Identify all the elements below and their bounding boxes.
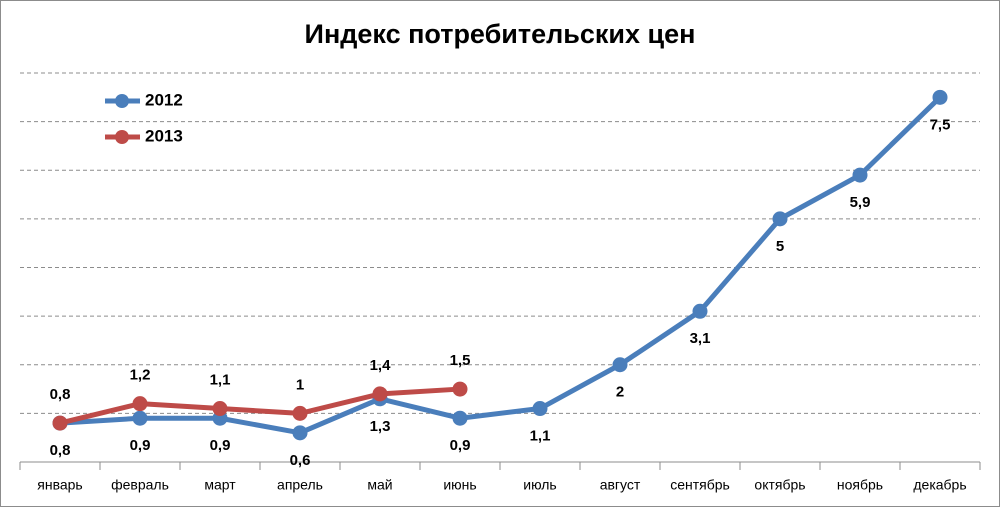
data-label: 3,1: [690, 330, 711, 347]
data-label: 5: [776, 238, 784, 255]
x-tick-label: октябрь: [754, 477, 805, 493]
data-label: 0,9: [130, 437, 151, 454]
data-label: 1,5: [450, 352, 471, 369]
data-label: 1,4: [370, 357, 392, 374]
marker: [452, 410, 468, 426]
data-label: 0,9: [210, 437, 231, 454]
legend-label: 2012: [145, 90, 183, 109]
data-label: 7,5: [930, 116, 951, 133]
data-label: 1,1: [210, 371, 231, 388]
marker: [132, 410, 148, 426]
marker: [452, 381, 468, 397]
data-label: 1,1: [530, 427, 551, 444]
x-tick-label: апрель: [277, 477, 323, 493]
marker: [612, 357, 628, 373]
data-label: 0,8: [50, 442, 71, 459]
data-label: 5,9: [850, 194, 871, 211]
x-tick-label: январь: [37, 477, 82, 493]
x-tick-label: сентябрь: [670, 477, 730, 493]
marker: [932, 89, 948, 105]
x-tick-label: февраль: [111, 477, 169, 493]
legend-label: 2013: [145, 126, 183, 145]
marker: [852, 167, 868, 183]
legend-marker: [115, 130, 129, 144]
data-label: 0,9: [450, 437, 471, 454]
series-line: [59, 386, 461, 426]
marker: [292, 425, 308, 441]
marker: [212, 401, 228, 417]
series-line: [59, 95, 942, 436]
x-tick-label: март: [204, 477, 236, 493]
marker: [52, 415, 68, 431]
data-label: 1,3: [370, 418, 391, 435]
data-label: 1,2: [130, 367, 151, 384]
marker: [132, 396, 148, 412]
marker: [772, 211, 788, 227]
x-tick-label: ноябрь: [837, 477, 883, 493]
legend-marker: [115, 94, 129, 108]
data-label: 1: [296, 376, 304, 393]
x-tick-label: июль: [523, 477, 556, 493]
x-tick-label: август: [600, 477, 641, 493]
data-label: 2: [616, 384, 624, 401]
data-label: 0,8: [50, 386, 71, 403]
marker: [372, 386, 388, 402]
x-tick-label: май: [367, 477, 392, 493]
marker: [692, 303, 708, 319]
x-tick-label: июнь: [443, 477, 476, 493]
marker: [292, 405, 308, 421]
marker: [532, 401, 548, 417]
data-label: 0,6: [290, 452, 311, 469]
x-tick-label: декабрь: [913, 477, 966, 493]
chart-title: Индекс потребительских цен: [305, 19, 696, 49]
